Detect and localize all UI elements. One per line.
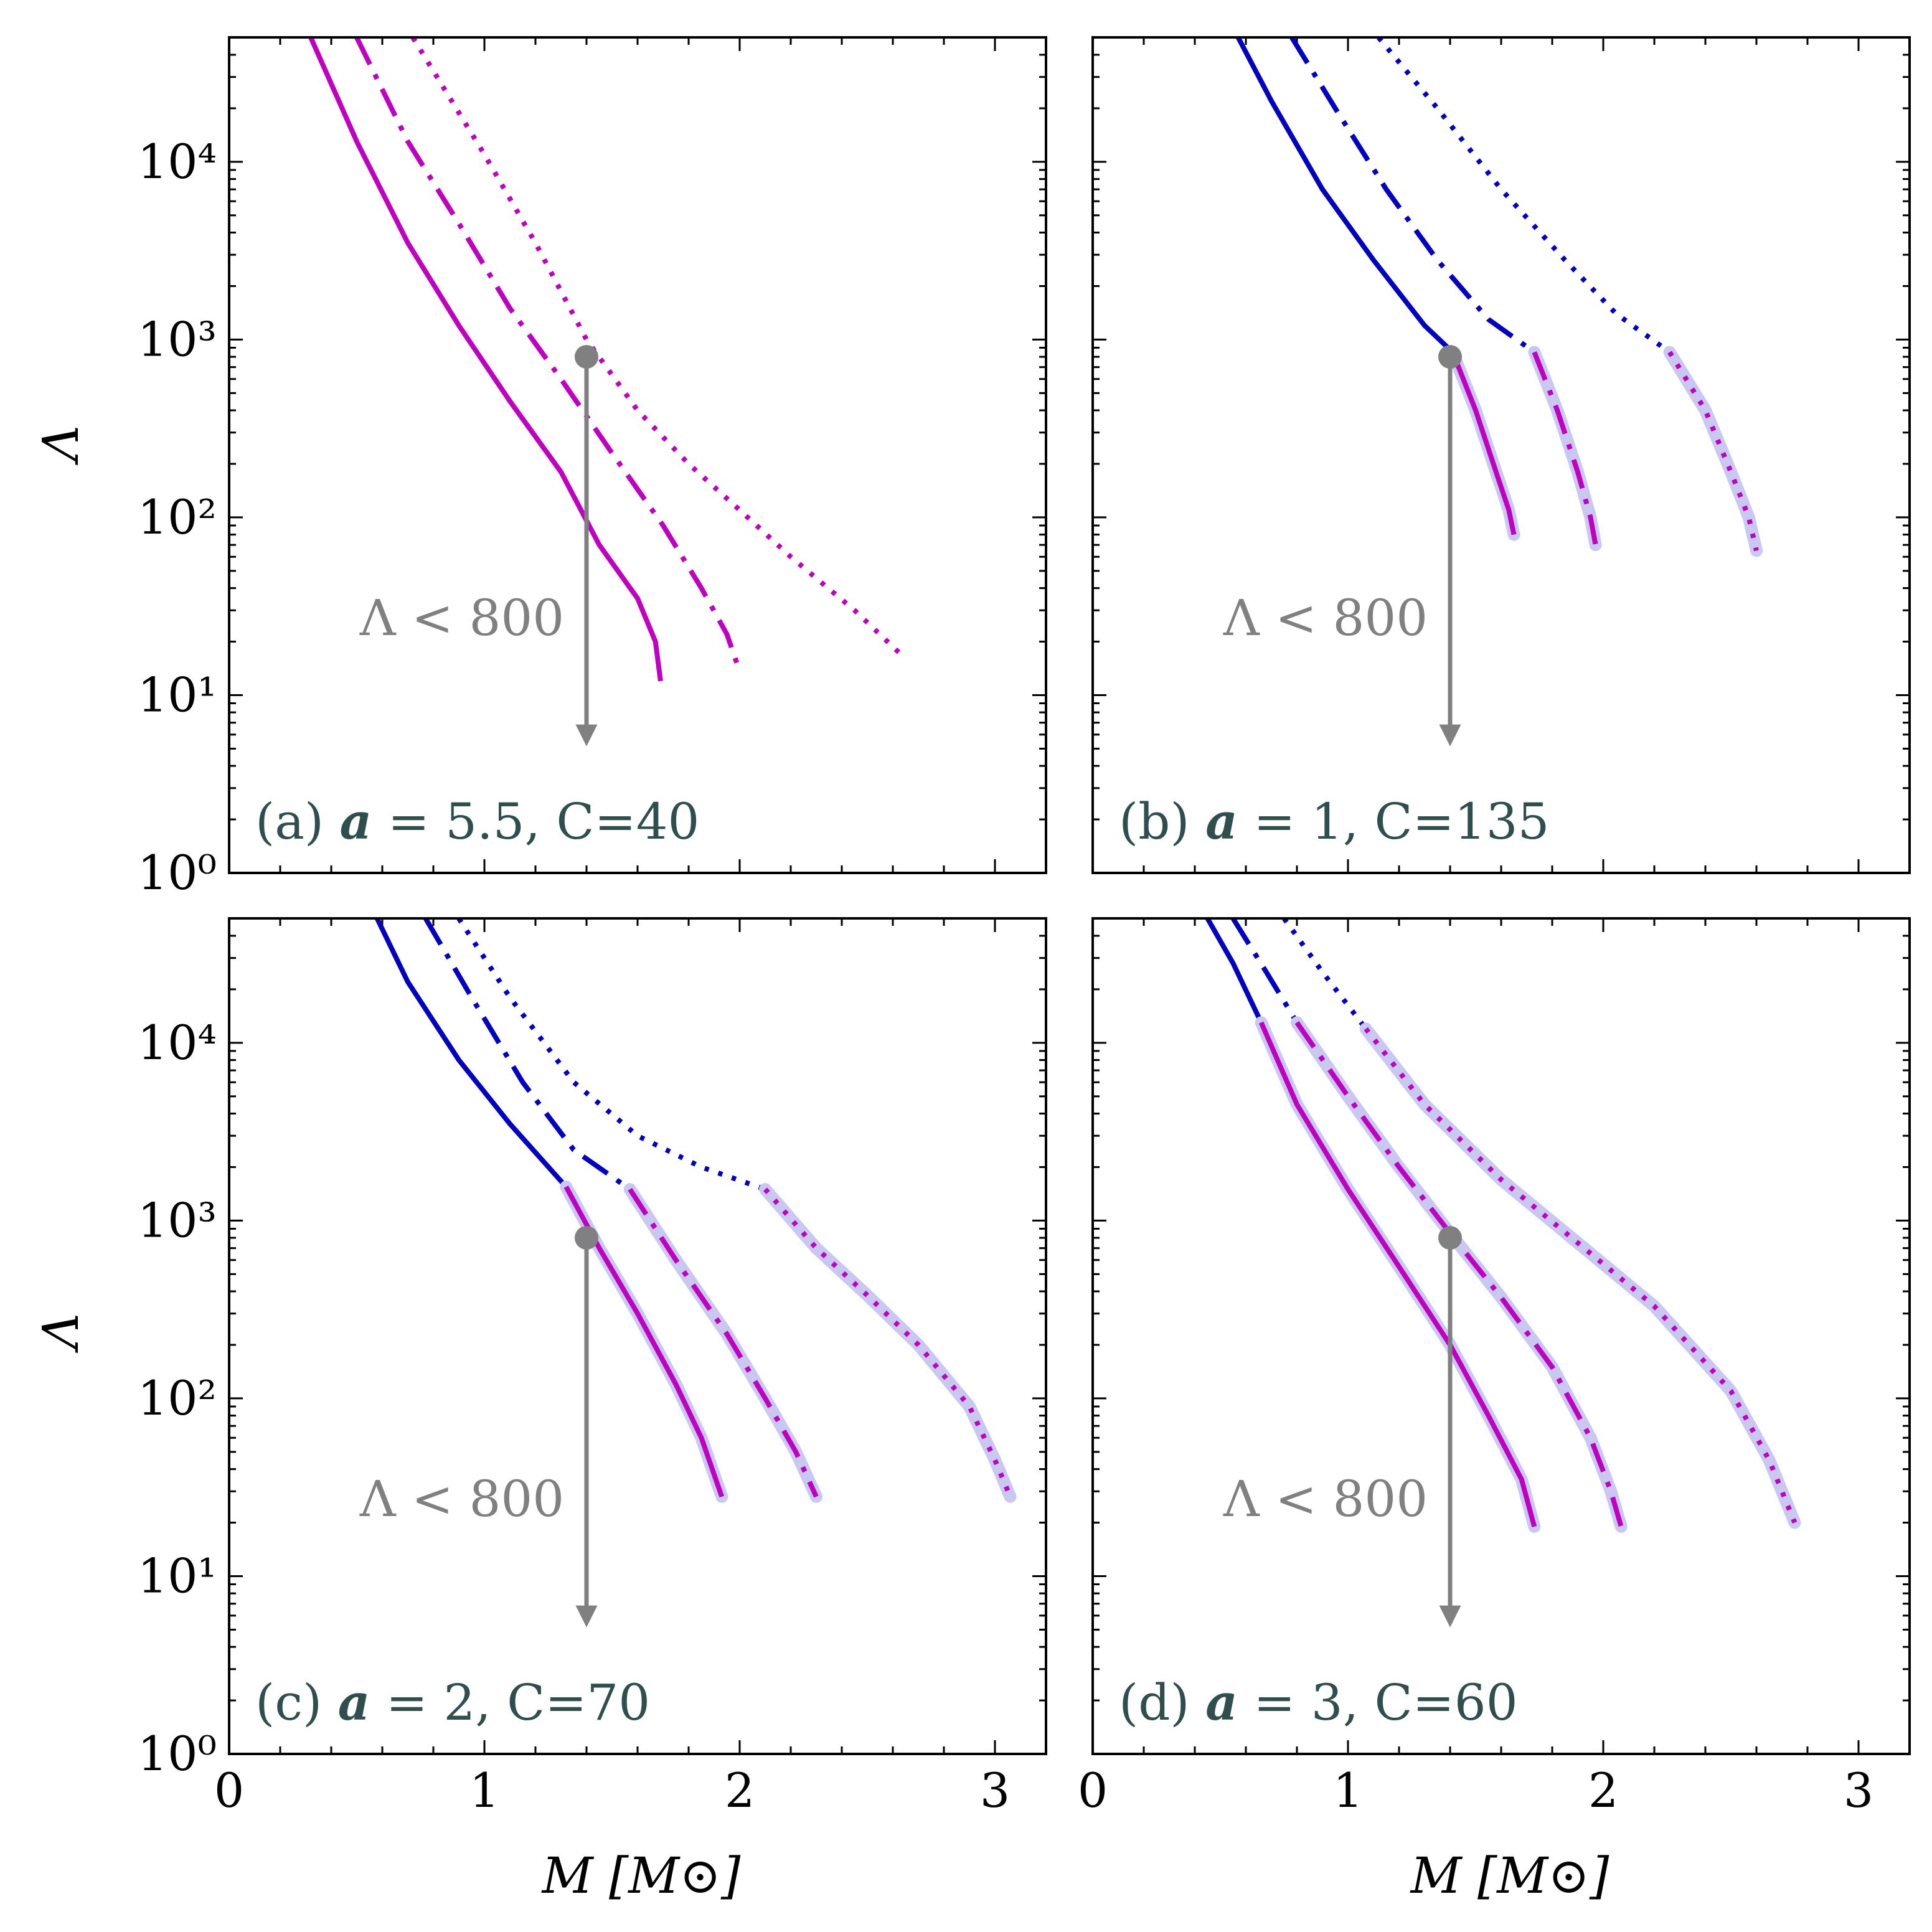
panel-b-solid-hadronic-curve <box>1236 37 1454 354</box>
panel-d-solid-quark-curve <box>1258 1021 1537 1527</box>
panel-d-label-prefix: (d) <box>1119 1674 1205 1732</box>
panel-c-x-tick-label: 2 <box>725 1763 755 1818</box>
panel-d-x-tick-label: 3 <box>1844 1763 1873 1818</box>
panel-d-frame <box>1091 917 1911 1755</box>
panel-a-label-prefix: (a) <box>255 793 340 851</box>
panel-d-x-tick-label: 0 <box>1078 1763 1108 1818</box>
panel-c-label-prefix: (c) <box>255 1674 338 1732</box>
panel-d-dash-dot-hadronic-curve <box>1231 918 1299 1024</box>
panel-c-label-param-symbol: a <box>338 1673 370 1732</box>
panel-b-dotted-hadronic-curve <box>1377 37 1671 354</box>
panels-layer: 10⁰ 10¹ 10² 10³ 10⁴ Λ < 800 (a) a = 5.5, C=40 Λ… <box>138 36 1911 1818</box>
panel-b-label-prefix: (b) <box>1119 793 1205 851</box>
panel-a-y-tick-label: 10³ <box>138 311 217 367</box>
panel-a-y-tick-label: 10² <box>138 489 217 545</box>
x-axis-title-right: M [M⊙] <box>1410 1847 1610 1905</box>
panel-c-constraint-point <box>575 1226 598 1250</box>
panel-b: Λ < 800 (b) a = 1, C=135 <box>1091 36 1911 874</box>
panel-a-constraint-label: Λ < 800 <box>359 589 564 647</box>
panel-c: 10⁰ 10¹ 10² 10³ 10⁴ 0 1 2 3 Λ < 800 (c) a = 2, C=7… <box>138 917 1047 1818</box>
panel-a-y-tick-label: 10⁴ <box>138 134 217 189</box>
panel-c-y-tick-label: 10² <box>138 1370 217 1426</box>
panel-a-y-tick-label: 10¹ <box>138 667 217 722</box>
panel-b-dash-dot-hadronic-curve <box>1289 37 1536 354</box>
panel-a-y-tick-label: 10⁰ <box>138 845 217 900</box>
panel-b-dotted-quark-curve <box>1667 351 1759 552</box>
panel-a-dash-dot-quark-curve <box>354 37 740 665</box>
panel-d-curves <box>1205 918 1801 1533</box>
y-axis-title-top: Λ <box>32 425 90 466</box>
panel-d-dash-dot-halo <box>1291 1016 1628 1533</box>
panel-b-constraint-label: Λ < 800 <box>1223 589 1428 647</box>
panel-c-x-tick-label: 1 <box>469 1763 499 1818</box>
panel-d-solid-hadronic-curve <box>1205 918 1264 1024</box>
panel-b-label: (b) a = 1, C=135 <box>1119 792 1550 851</box>
panel-d-dash-dot-quark-curve <box>1294 1021 1624 1528</box>
y-axis-title-bottom: Λ <box>32 1313 90 1354</box>
panel-c-constraint-label: Λ < 800 <box>359 1470 564 1528</box>
panel-d-ticks <box>1091 917 1911 1755</box>
panel-c-dotted-quark-curve <box>763 1187 1013 1498</box>
panel-b-dash-dot-quark-curve <box>1532 351 1598 545</box>
panel-b-frame <box>1091 36 1911 874</box>
panel-c-ticks <box>228 917 1047 1755</box>
panel-b-dash-dot-halo <box>1528 346 1602 552</box>
panel-a-frame <box>228 36 1047 874</box>
panel-a-ticks <box>228 36 1047 874</box>
panel-c-label: (c) a = 2, C=70 <box>255 1673 650 1732</box>
panel-d-x-tick-label: 1 <box>1333 1763 1363 1818</box>
panel-c-x-tick-label: 0 <box>214 1763 244 1818</box>
panel-b-solid-quark-curve <box>1450 351 1517 535</box>
panel-b-dotted-halo <box>1663 346 1763 557</box>
x-axis-title-left: M [M⊙] <box>541 1847 742 1905</box>
panel-d-label: (d) a = 3, C=60 <box>1119 1673 1518 1732</box>
panel-b-label-param-symbol: a <box>1205 792 1238 851</box>
panel-d-dotted-hadronic-curve <box>1282 918 1368 1030</box>
panel-c-curves <box>375 918 1017 1503</box>
panel-a: 10⁰ 10¹ 10² 10³ 10⁴ Λ < 800 (a) a = 5.5, C=40 <box>138 36 1047 900</box>
panel-a-label: (a) a = 5.5, C=40 <box>255 792 699 851</box>
panel-c-frame <box>228 917 1047 1755</box>
panel-c-solid-hadronic-curve <box>375 918 568 1189</box>
panel-a-label-param: = 5.5, C=40 <box>372 793 699 851</box>
panel-a-solid-quark-curve <box>308 37 663 682</box>
panel-b-curves <box>1236 37 1763 557</box>
panel-d-label-param: = 3, C=60 <box>1238 1674 1518 1732</box>
panel-c-y-tick-label: 10⁰ <box>138 1726 217 1781</box>
panel-b-label-param: = 1, C=135 <box>1238 793 1550 851</box>
panel-c-y-tick-label: 10¹ <box>138 1548 217 1603</box>
panel-c-dash-dot-quark-curve <box>628 1187 819 1498</box>
panel-c-x-tick-label: 3 <box>980 1763 1010 1818</box>
panel-c-dash-dot-hadronic-curve <box>423 918 631 1192</box>
panel-d: 0 1 2 3 Λ < 800 (d) a = 3, C=60 <box>1078 917 1911 1818</box>
panel-c-y-tick-label: 10³ <box>138 1192 217 1248</box>
panel-a-curves <box>308 37 908 682</box>
panel-b-ticks <box>1091 36 1911 874</box>
panel-a-constraint-point <box>575 345 598 369</box>
panel-c-y-tick-label: 10⁴ <box>138 1015 217 1070</box>
panel-b-constraint-point <box>1438 345 1462 369</box>
panel-c-label-param: = 2, C=70 <box>370 1674 651 1732</box>
panel-d-constraint-label: Λ < 800 <box>1223 1470 1428 1528</box>
panel-d-x-tick-label: 2 <box>1588 1763 1618 1818</box>
panel-a-label-param-symbol: a <box>340 792 372 851</box>
panel-d-dotted-halo <box>1359 1022 1801 1529</box>
panel-a-dotted-quark-curve <box>410 37 908 661</box>
panel-d-label-param-symbol: a <box>1205 1673 1238 1732</box>
panel-d-constraint-point <box>1438 1226 1462 1250</box>
panel-d-solid-halo <box>1255 1016 1541 1533</box>
